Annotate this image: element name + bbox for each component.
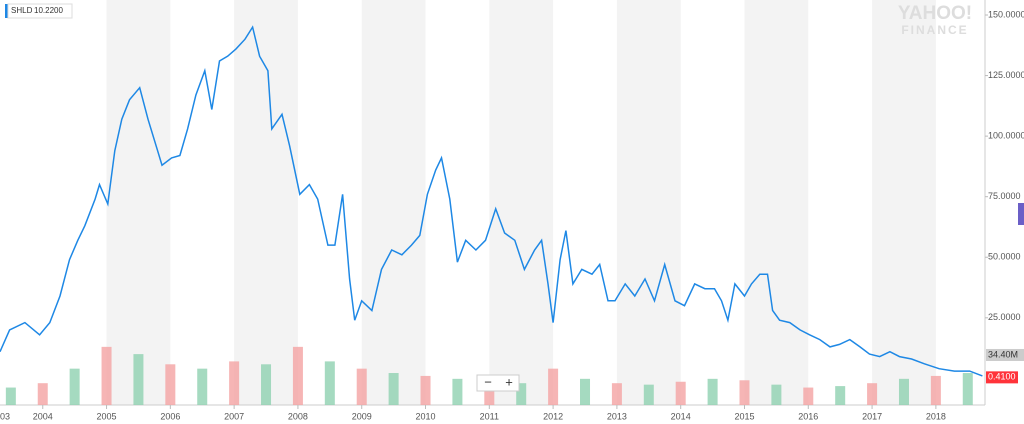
volume-bar	[292, 346, 303, 405]
y-tick-label: 25.0000	[988, 312, 1021, 322]
volume-bar	[835, 386, 846, 405]
volume-bar	[675, 381, 686, 405]
x-tick-label: 2005	[97, 411, 117, 421]
x-tick-label: 2010	[415, 411, 435, 421]
volume-bar	[165, 364, 176, 405]
x-tick-label: 2008	[288, 411, 308, 421]
year-bands	[106, 0, 936, 405]
x-tick-label: 03	[0, 411, 10, 421]
legend-name: SHLD	[11, 6, 33, 15]
volume-bar	[962, 373, 973, 405]
volume-bar	[420, 375, 431, 405]
watermark: FINANCE	[901, 23, 968, 37]
x-tick-label: 2012	[543, 411, 563, 421]
volume-bar	[803, 387, 814, 405]
y-tick-label: 100.0000	[988, 131, 1024, 141]
year-band	[872, 0, 936, 405]
y-tick-label: 50.0000	[988, 252, 1021, 262]
volume-bar	[101, 346, 112, 405]
volume-bar	[739, 380, 750, 405]
year-band	[234, 0, 298, 405]
x-tick-label: 2004	[33, 411, 53, 421]
x-tick-label: 2015	[734, 411, 754, 421]
volume-bar	[548, 368, 559, 405]
x-tick-label: 2017	[862, 411, 882, 421]
y-tick-label: 125.0000	[988, 70, 1024, 80]
volume-bar	[388, 373, 399, 405]
volume-bar	[261, 364, 272, 405]
y-tick-label: 75.0000	[988, 191, 1021, 201]
volume-bar	[133, 354, 144, 405]
x-tick-label: 2006	[160, 411, 180, 421]
x-tick-label: 2014	[671, 411, 691, 421]
year-band	[744, 0, 809, 405]
volume-bar	[452, 378, 463, 405]
zoom-box	[476, 374, 520, 392]
year-band	[489, 0, 554, 405]
volume-bar	[611, 383, 622, 405]
zoom-button[interactable]: −	[484, 374, 492, 389]
year-band	[106, 0, 171, 405]
volume-bar	[229, 361, 240, 405]
x-tick-label: 2018	[926, 411, 946, 421]
side-tab[interactable]	[1018, 203, 1024, 225]
volume-bar	[930, 375, 941, 405]
volume-bar	[37, 383, 48, 405]
x-tick-label: 2016	[798, 411, 818, 421]
x-tick-label: 2011	[480, 411, 499, 421]
volume-bar	[580, 378, 591, 405]
volume-bar	[898, 378, 909, 405]
year-band	[616, 0, 681, 405]
volume-bar	[324, 361, 335, 405]
legend-box	[7, 3, 73, 19]
year-band	[361, 0, 426, 405]
volume-bar	[197, 368, 208, 405]
legend-swatch	[5, 4, 8, 18]
x-tick-label: 2007	[224, 411, 244, 421]
volume-bar	[867, 383, 878, 405]
price-line	[0, 25, 983, 377]
volume-bar	[516, 383, 527, 405]
volume-marker	[986, 348, 1024, 361]
volume-bar	[69, 368, 80, 405]
volume-bar	[484, 378, 495, 405]
y-tick-label: 150.0000	[988, 9, 1024, 19]
x-tick-label: 2009	[352, 411, 372, 421]
current-price-marker	[986, 371, 1018, 384]
volume-label: 34.40M	[988, 349, 1018, 359]
legend-value: 10.2200	[34, 6, 63, 15]
volume-bar	[707, 378, 718, 405]
x-tick-label: 2013	[607, 411, 627, 421]
volume-bar	[771, 384, 782, 405]
zoom-button[interactable]: +	[505, 374, 513, 389]
current-price-label: 0.4100	[988, 372, 1016, 382]
volume-bar	[356, 368, 367, 405]
volume-bar	[643, 384, 654, 405]
volume-bar	[5, 387, 16, 405]
watermark: YAHOO!	[898, 3, 972, 24]
